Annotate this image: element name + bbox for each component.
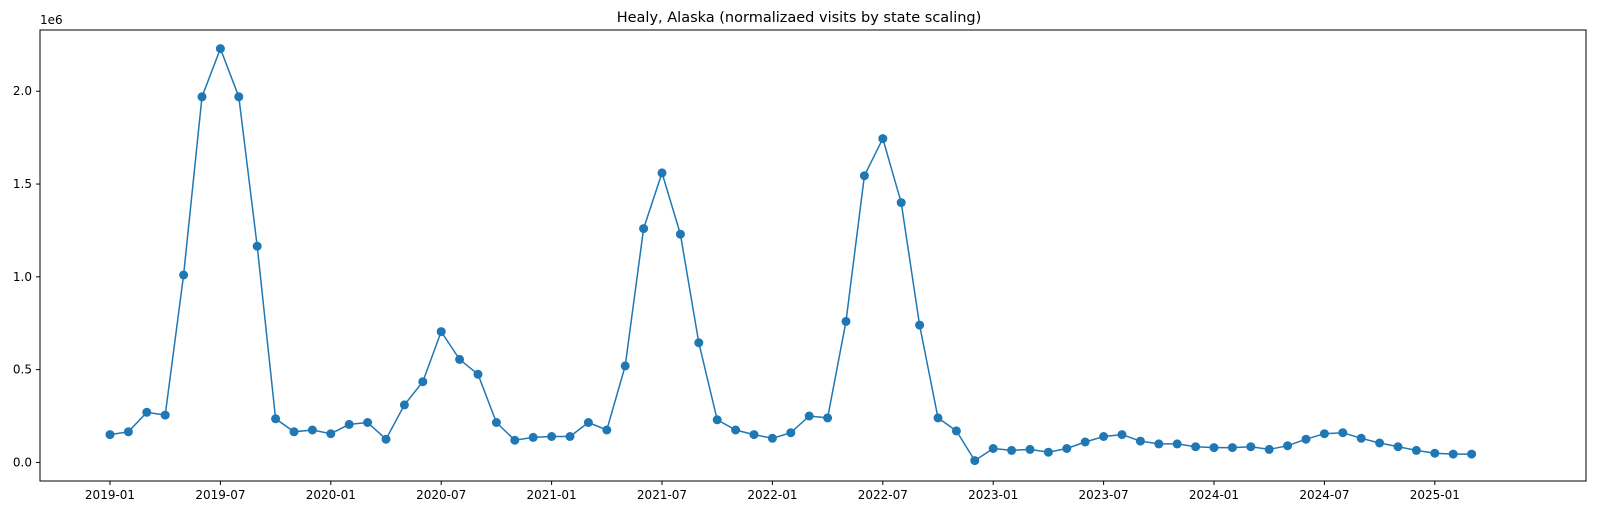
x-tick-label: 2019-01 [85, 488, 135, 502]
x-tick-label: 2024-01 [1189, 488, 1239, 502]
data-point [1172, 439, 1182, 449]
data-point [215, 44, 225, 54]
data-point [583, 418, 593, 427]
y-tick-label: 0.0 [13, 455, 32, 469]
data-point [1301, 434, 1311, 444]
data-point [731, 425, 741, 435]
data-point [988, 444, 998, 453]
data-point [749, 430, 759, 440]
data-point [307, 425, 317, 435]
data-point [1264, 444, 1274, 454]
data-point [878, 134, 888, 144]
data-point [859, 171, 869, 181]
x-tick-label: 2021-01 [527, 488, 577, 502]
data-point [326, 429, 336, 439]
data-point [142, 407, 152, 417]
axes-frame [39, 29, 1587, 482]
chart-title: Healy, Alaska (normalizaed visits by sta… [617, 10, 982, 26]
data-point [528, 432, 538, 442]
plot-area: 0.0 0.5 1.0 1.5 2.0 2019-01 2019-07 2020-01 2020… [13, 29, 1587, 502]
data-point [197, 92, 207, 102]
data-point [1338, 428, 1348, 438]
data-point [1430, 448, 1440, 458]
data-point [841, 316, 851, 326]
data-point [105, 430, 115, 440]
data-point [510, 435, 520, 445]
data-point [712, 415, 722, 425]
data-point [234, 92, 244, 102]
data-point [1411, 445, 1421, 455]
data-point [363, 418, 373, 427]
x-tick-label: 2023-01 [968, 488, 1018, 502]
x-tick-label: 2022-07 [858, 488, 908, 502]
series-line [109, 46, 1472, 462]
data-point [639, 224, 649, 234]
data-point [602, 425, 612, 435]
data-point [915, 320, 925, 330]
x-tick-label: 2020-01 [306, 488, 356, 502]
data-point [547, 432, 557, 441]
data-point [1191, 442, 1201, 452]
data-point [804, 411, 814, 421]
data-point [786, 428, 796, 438]
data-point [491, 418, 501, 427]
data-point [473, 369, 483, 379]
data-point [1448, 449, 1458, 459]
x-tick-label: 2024-07 [1299, 488, 1349, 502]
data-point [970, 456, 980, 466]
data-point [620, 361, 630, 371]
data-point [896, 198, 906, 208]
data-point [1283, 441, 1293, 451]
x-tick-label: 2019-07 [195, 488, 245, 502]
x-tick-label: 2021-07 [637, 488, 687, 502]
data-point [455, 354, 465, 364]
data-point [933, 413, 943, 423]
data-point [271, 414, 281, 424]
data-point [1246, 442, 1256, 452]
x-tick-label: 2022-01 [747, 488, 797, 502]
y-offset-text: 1e6 [40, 13, 63, 27]
data-point [381, 434, 391, 444]
data-point [1080, 437, 1090, 447]
data-point [657, 168, 667, 178]
data-point [123, 427, 133, 437]
data-point [418, 377, 428, 387]
data-point [1025, 444, 1035, 454]
data-point [1135, 436, 1145, 446]
data-point [179, 270, 189, 280]
y-tick-label: 0.5 [13, 363, 32, 377]
data-point [252, 241, 262, 251]
data-point [565, 432, 575, 441]
data-point [1227, 443, 1237, 453]
data-point [289, 427, 299, 437]
data-point [823, 413, 833, 423]
data-point [1467, 449, 1477, 459]
x-tick-label: 2023-07 [1079, 488, 1129, 502]
y-tick-label: 1.5 [13, 177, 32, 191]
data-point [1117, 430, 1127, 440]
data-point [436, 327, 446, 337]
y-tick-label: 2.0 [13, 84, 32, 98]
data-point [1154, 439, 1164, 449]
data-point [951, 426, 961, 436]
data-point [1043, 447, 1053, 457]
y-tick-label: 1.0 [13, 270, 32, 284]
data-point [1393, 442, 1403, 452]
data-point [694, 338, 704, 348]
data-point [1099, 432, 1109, 441]
data-point [767, 433, 777, 443]
data-point [344, 419, 354, 429]
data-point [1375, 438, 1385, 448]
data-point [1209, 443, 1219, 453]
data-point [1319, 429, 1329, 439]
x-tick-label: 2020-07 [416, 488, 466, 502]
data-point [160, 410, 170, 420]
data-point [1356, 433, 1366, 443]
data-point [1007, 445, 1017, 455]
data-point [399, 400, 409, 410]
data-point [1062, 444, 1072, 453]
x-tick-label: 2025-01 [1410, 488, 1460, 502]
data-point [675, 229, 685, 239]
